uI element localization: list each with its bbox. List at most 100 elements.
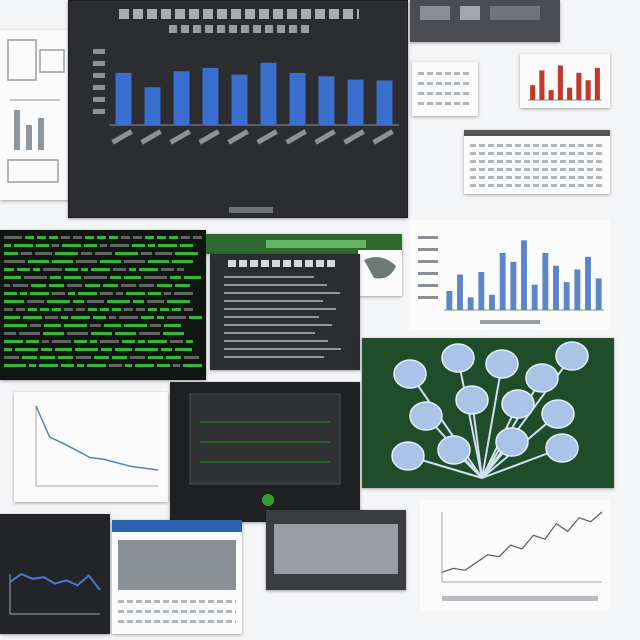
main-chart-bar (289, 72, 306, 125)
terminal-glyph (76, 356, 91, 359)
terminal-glyph (26, 340, 39, 343)
terminal-glyph (4, 340, 23, 343)
terminal-glyph (174, 292, 193, 295)
rise-chart-series (441, 511, 603, 573)
bottom-dark-panel (0, 514, 110, 634)
bulb (501, 389, 535, 419)
sec-chart-bar (553, 265, 559, 310)
bottom-grey-panel (266, 510, 406, 590)
terminal-glyph (132, 244, 145, 247)
sec-chart-bar (467, 297, 474, 310)
terminal-glyph (157, 364, 170, 367)
secondary-bar-chart (410, 220, 610, 330)
terminal-glyph (172, 260, 193, 263)
terminal-glyph (125, 364, 132, 367)
terminal-glyph (139, 268, 158, 271)
terminal-glyph (4, 324, 27, 327)
terminal-glyph (85, 236, 94, 239)
terminal-glyph (62, 244, 81, 247)
terminal-glyph (150, 324, 161, 327)
terminal-glyph (133, 300, 144, 303)
plant-photo (362, 338, 614, 488)
terminal-glyph (193, 236, 202, 239)
terminal-glyph (104, 324, 121, 327)
terminal-glyph (42, 340, 49, 343)
terminal-glyph (74, 340, 87, 343)
table-sheet (412, 62, 478, 116)
terminal-glyph (87, 300, 104, 303)
terminal-glyph (4, 332, 16, 335)
rise-svg (441, 511, 603, 601)
grey-panel-inner (274, 524, 398, 574)
terminal-glyph (115, 348, 132, 351)
terminal-glyph (161, 348, 172, 351)
red-chart-bar (567, 87, 573, 100)
terminal-glyph (107, 300, 130, 303)
bulb (485, 349, 519, 379)
terminal-glyph (84, 244, 97, 247)
main-chart-tick-label (140, 129, 162, 145)
terminal-glyph (29, 364, 36, 367)
terminal-glyph (100, 244, 107, 247)
terminal-glyph (116, 292, 123, 295)
terminal-glyph (4, 244, 11, 247)
terminal-glyph (35, 252, 52, 255)
terminal-glyph (75, 348, 98, 351)
terminal-glyph (91, 268, 110, 271)
terminal-glyph (157, 316, 164, 319)
bulb (437, 435, 471, 465)
bulb-stem (409, 373, 483, 479)
sec-chart-bar (542, 253, 549, 310)
terminal-glyph (189, 316, 202, 319)
dark-doc-line (224, 308, 336, 310)
terminal-glyph (184, 356, 199, 359)
terminal-glyph (4, 292, 17, 295)
main-chart-tick-label (343, 129, 365, 145)
terminal-glyph (135, 348, 158, 351)
red-chart-bar (530, 85, 536, 100)
sec-chart-y-tick (418, 284, 438, 287)
monitor-panel (170, 382, 360, 522)
mini-red-chart (520, 54, 610, 108)
terminal-glyph (73, 300, 84, 303)
main-chart-tick-label (169, 129, 191, 145)
chart-footer-scribble (229, 207, 273, 213)
main-chart-y-tick (93, 109, 105, 114)
terminal-glyph (180, 244, 193, 247)
sec-chart-bar (595, 278, 602, 310)
terminal-glyph (49, 236, 58, 239)
red-chart-bar (557, 65, 563, 100)
rise-line-chart (420, 500, 610, 610)
terminal-glyph (44, 324, 61, 327)
terminal-glyph (147, 300, 164, 303)
dark-doc-line (224, 316, 319, 318)
terminal-glyph (67, 284, 82, 287)
terminal-glyph (136, 308, 145, 311)
strip-highlight (266, 240, 366, 248)
terminal-glyph (110, 244, 129, 247)
terminal-text (4, 236, 202, 367)
terminal-glyph (25, 236, 34, 239)
main-chart-y-tick (93, 61, 105, 66)
terminal-glyph (115, 252, 138, 255)
terminal-glyph (4, 268, 14, 271)
terminal-glyph (101, 348, 112, 351)
terminal-glyph (36, 244, 49, 247)
bulb (495, 427, 529, 457)
bulb (555, 341, 589, 371)
terminal-glyph (170, 340, 183, 343)
main-bar-svg (93, 49, 399, 145)
terminal-glyph (55, 348, 72, 351)
terminal-glyph (158, 244, 177, 247)
sec-bar-svg (418, 236, 604, 324)
terminal-glyph (64, 276, 81, 279)
terminal-glyph (21, 252, 32, 255)
bulb (441, 343, 475, 373)
terminal-glyph (76, 260, 97, 263)
dark-doc-line (224, 300, 323, 302)
decline-line-chart (14, 392, 168, 502)
terminal-glyph (41, 348, 52, 351)
terminal-glyph (50, 276, 61, 279)
green-strip (206, 234, 402, 254)
terminal-glyph (17, 268, 30, 271)
